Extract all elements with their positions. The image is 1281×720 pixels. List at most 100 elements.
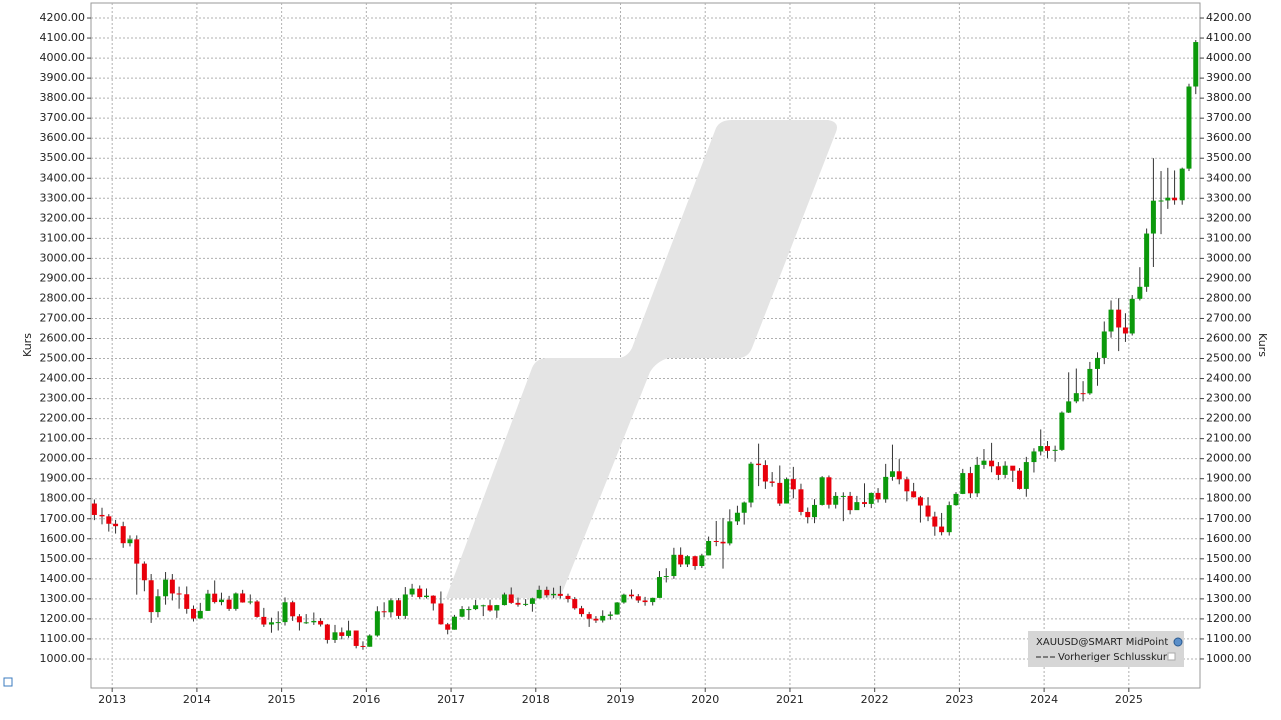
candle-body	[1017, 470, 1023, 489]
candle-body	[332, 632, 338, 640]
candle-body	[629, 594, 635, 597]
candle-body	[678, 554, 684, 565]
legend-box	[1028, 631, 1184, 667]
candle-body	[163, 579, 169, 597]
y-tick-label: 3100.00	[40, 231, 86, 244]
y-tick-label: 2100.00	[40, 432, 86, 445]
candle-body	[656, 577, 662, 598]
y2-tick-label: 2000.00	[1206, 452, 1252, 465]
corner-icon[interactable]	[3, 677, 13, 687]
y-tick-label: 4100.00	[40, 31, 86, 44]
candle-body	[1137, 286, 1143, 299]
candle-body	[812, 504, 818, 518]
legend-entry: Vorheriger Schlusskurs	[1058, 652, 1172, 663]
candle-body	[833, 495, 839, 505]
candle-body	[777, 482, 783, 504]
y-tick-label: 2400.00	[40, 372, 86, 385]
candle-body	[296, 616, 302, 623]
candle-body	[1116, 309, 1122, 328]
candle-body	[515, 602, 521, 605]
candle-body	[466, 609, 472, 611]
candle-body	[1073, 393, 1079, 402]
x-tick-label: 2015	[268, 693, 296, 706]
y2-tick-label: 3800.00	[1206, 91, 1252, 104]
y-tick-label: 2800.00	[40, 291, 86, 304]
candle-body	[974, 464, 980, 494]
x-tick-label: 2020	[691, 693, 719, 706]
y2-tick-label: 2800.00	[1206, 291, 1252, 304]
y2-tick-label: 1900.00	[1206, 472, 1252, 485]
y-tick-label: 2500.00	[40, 352, 86, 365]
candle-body	[1172, 197, 1178, 201]
y-tick-label: 2900.00	[40, 271, 86, 284]
candle-body	[1179, 168, 1185, 201]
grid	[91, 3, 1200, 688]
candle-body	[318, 620, 324, 625]
y2-tick-label: 2100.00	[1206, 432, 1252, 445]
candle-body	[989, 460, 995, 467]
candle-body	[430, 595, 436, 604]
candle-body	[191, 608, 197, 619]
candle-body	[953, 493, 959, 506]
candle-body	[769, 481, 775, 483]
candle-body	[650, 597, 656, 603]
candle-body	[99, 514, 105, 517]
candle-body	[339, 632, 345, 636]
y2-tick-label: 1300.00	[1206, 592, 1252, 605]
candle-body	[1045, 446, 1051, 451]
candle-body	[762, 465, 768, 482]
candle-body	[790, 479, 796, 490]
y-tick-label: 1700.00	[40, 512, 86, 525]
y-tick-label: 1100.00	[40, 632, 86, 645]
candle-body	[1150, 200, 1156, 234]
candle-body	[360, 645, 366, 647]
candle-body	[402, 594, 408, 616]
candle-body	[868, 492, 874, 504]
candle-body	[247, 601, 253, 603]
candle-body	[176, 593, 182, 595]
candle-body	[586, 614, 592, 619]
candle-body	[473, 605, 479, 610]
candle-body	[148, 580, 154, 613]
y2-tick-label: 3100.00	[1206, 231, 1252, 244]
candle-body	[883, 476, 889, 500]
candle-body	[593, 618, 599, 621]
y-tick-label: 1900.00	[40, 472, 86, 485]
candle-body	[572, 599, 578, 609]
x-tick-label: 2024	[1030, 693, 1058, 706]
candle-body	[1059, 412, 1065, 450]
candle-body	[508, 594, 514, 603]
candle-body	[748, 463, 754, 503]
y-tick-label: 1500.00	[40, 552, 86, 565]
candle-body	[120, 526, 126, 544]
candle-body	[480, 605, 486, 607]
y2-tick-label: 2900.00	[1206, 271, 1252, 284]
candle-body	[663, 576, 669, 578]
icon[interactable]	[3, 677, 13, 687]
y-tick-label: 2300.00	[40, 392, 86, 405]
y2-tick-label: 2300.00	[1206, 392, 1252, 405]
candle-body	[282, 602, 288, 623]
y2-tick-label: 1000.00	[1206, 652, 1252, 665]
candle-body	[1129, 298, 1135, 334]
candle-body	[1052, 449, 1058, 451]
x-tick-label: 2014	[183, 693, 211, 706]
candle-body	[268, 622, 274, 625]
candle-body	[600, 615, 606, 621]
candle-body	[169, 579, 175, 594]
candle-body	[1165, 197, 1171, 201]
legend-checkbox[interactable]	[1167, 652, 1176, 661]
candles	[91, 40, 1199, 650]
candle-body	[494, 605, 500, 611]
candle-body	[896, 471, 902, 480]
candle-body	[106, 516, 112, 524]
y2-tick-label: 1500.00	[1206, 552, 1252, 565]
y-tick-label: 2200.00	[40, 412, 86, 425]
candle-body	[127, 539, 133, 544]
candle-body	[346, 630, 352, 636]
candle-body	[1094, 357, 1100, 369]
candle-body	[911, 491, 917, 498]
candle-body	[423, 595, 429, 598]
candle-body	[1002, 465, 1008, 475]
